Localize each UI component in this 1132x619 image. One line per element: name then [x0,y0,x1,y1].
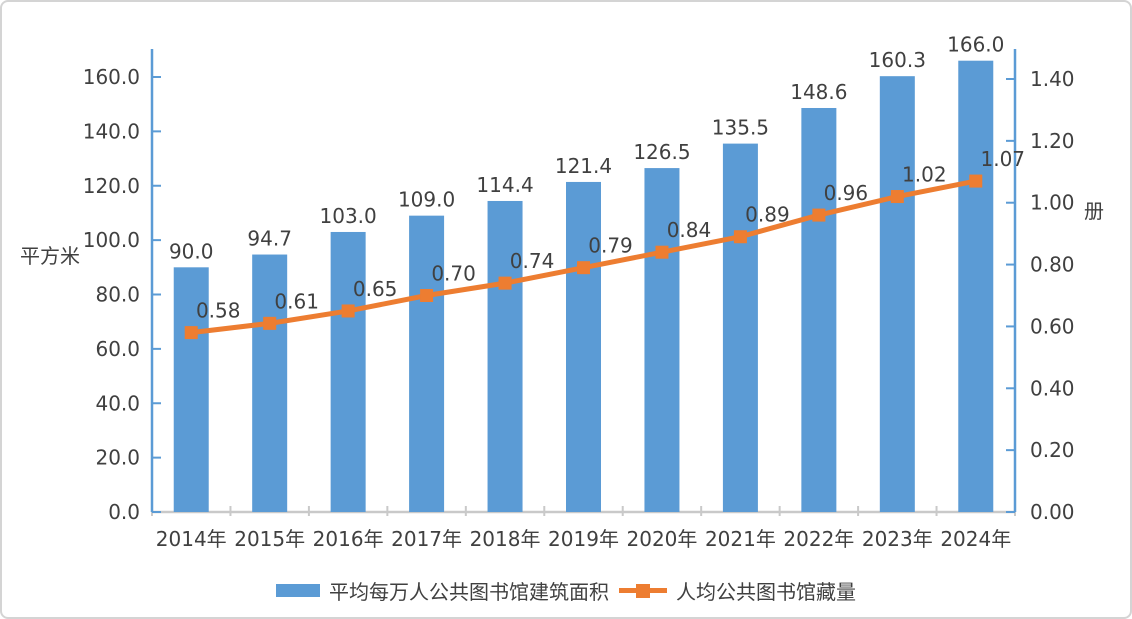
bar [879,76,915,512]
line-marker [263,316,277,330]
legend-label-bar-series: 平均每万人公共图书馆建筑面积 [329,580,609,604]
bar [409,215,445,512]
bar-data-label: 166.0 [947,33,1004,57]
x-axis-category-label: 2023年 [862,527,933,551]
bar-series-swatch [276,584,320,597]
right-axis-title: 册 [1084,199,1104,223]
line-data-label: 0.65 [353,277,398,301]
legend-item-line-series: 人均公共图书馆藏量 [619,576,856,605]
line-data-label: 0.58 [196,299,241,323]
line-data-label: 0.96 [824,181,869,205]
left-axis-tick-label: 140.0 [83,119,140,143]
x-axis-category-label: 2014年 [156,527,227,551]
bar-data-label: 160.3 [869,48,926,72]
bar [722,143,758,512]
bar-data-label: 90.0 [169,239,214,263]
left-axis-tick-label: 20.0 [95,446,140,470]
x-axis-category-label: 2020年 [627,527,698,551]
bar [173,267,209,512]
bar [252,254,288,513]
left-axis-tick-label: 60.0 [95,337,140,361]
line-data-label: 0.89 [745,203,790,227]
x-axis-category-label: 2016年 [313,527,384,551]
x-axis-category-label: 2015年 [234,527,305,551]
line-marker [655,245,669,259]
left-axis-tick-label: 100.0 [83,228,140,252]
line-data-label: 0.84 [667,218,712,242]
line-marker [812,208,826,222]
bar [644,168,680,512]
legend-label-line-series: 人均公共图书馆藏量 [676,580,856,604]
line-marker [733,230,747,244]
bar-data-label: 114.4 [476,173,533,197]
line-marker [498,276,512,290]
left-axis-tick-label: 40.0 [95,391,140,415]
line-series-swatch [619,583,667,598]
line-marker [184,326,198,340]
bar-data-label: 109.0 [398,188,455,212]
bar-data-label: 148.6 [790,80,847,104]
right-axis-tick-label: 1.40 [1030,67,1075,91]
bar [801,107,837,513]
x-axis-category-label: 2018年 [470,527,541,551]
right-axis-tick-label: 0.00 [1030,500,1075,524]
bar [330,231,366,512]
bar-data-label: 94.7 [247,227,292,251]
bar-data-label: 135.5 [712,116,769,140]
left-axis-tick-label: 120.0 [83,174,140,198]
bar-data-label: 121.4 [555,154,612,178]
left-axis-tick-label: 160.0 [83,65,140,89]
bar [487,200,523,512]
left-axis-tick-label: 80.0 [95,283,140,307]
right-axis-tick-label: 1.00 [1030,191,1075,215]
right-axis-tick-label: 1.20 [1030,129,1075,153]
bar-data-label: 103.0 [320,204,377,228]
legend: 平均每万人公共图书馆建筑面积 人均公共图书馆藏量 [2,576,1130,605]
bar [958,60,994,512]
left-axis-tick-label: 0.0 [108,500,140,524]
right-axis-tick-label: 0.40 [1030,376,1075,400]
right-axis-tick-label: 0.20 [1030,438,1075,462]
x-axis-category-label: 2017年 [391,527,462,551]
line-data-label: 1.02 [902,163,947,187]
line-marker [969,174,983,188]
right-axis-tick-label: 0.80 [1030,253,1075,277]
line-data-label: 1.07 [981,147,1026,171]
line-data-label: 0.61 [274,289,319,313]
x-axis-category-label: 2019年 [548,527,619,551]
x-axis-category-label: 2021年 [705,527,776,551]
bar [566,181,601,512]
line-data-label: 0.70 [431,262,476,286]
line-series-marker-swatch [636,583,650,598]
legend-item-bar-series: 平均每万人公共图书馆建筑面积 [276,576,609,605]
line-marker [420,289,434,302]
line-data-label: 0.74 [510,249,555,273]
line-data-label: 0.79 [588,234,633,258]
x-axis-category-label: 2024年 [940,527,1011,551]
right-axis-tick-label: 0.60 [1030,314,1075,338]
x-axis-category-label: 2022年 [783,527,854,551]
line-marker [341,304,355,318]
bar-data-label: 126.5 [633,140,690,164]
line-marker [890,190,904,204]
left-axis-title: 平方米 [20,244,80,268]
line-marker [577,261,590,275]
